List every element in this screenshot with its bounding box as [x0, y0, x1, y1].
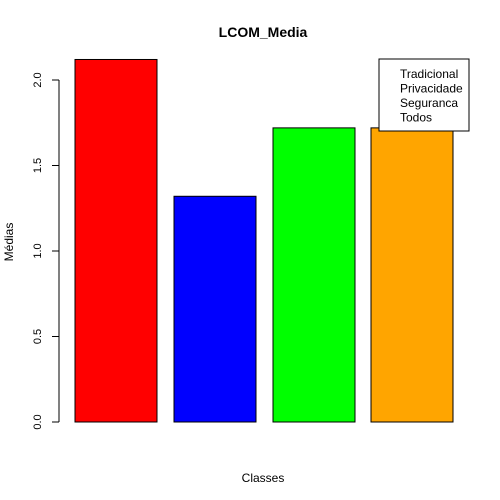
bars-group — [74, 58, 454, 423]
y-tick-label: 0.5 — [32, 329, 44, 344]
legend-item-seguranca: Seguranca — [400, 96, 458, 110]
legend-box — [378, 58, 470, 132]
y-axis-label: Médias — [2, 223, 16, 262]
y-tick-label: 1.5 — [32, 158, 44, 173]
y-axis-ticks: 0.0 0.5 1.0 1.5 2.0 — [32, 72, 59, 430]
bar-privacidade — [173, 195, 257, 423]
x-axis-label: Classes — [242, 471, 285, 485]
chart-title: LCOM_Media — [219, 24, 308, 40]
legend-item-privacidade: Privacidade — [400, 82, 463, 96]
y-tick-label: 0.0 — [32, 414, 44, 429]
bar-tradicional — [74, 58, 158, 423]
bar-todos — [370, 127, 454, 423]
y-tick-label: 1.0 — [32, 243, 44, 258]
y-tick-label: 2.0 — [32, 72, 44, 87]
bar-seguranca — [272, 127, 356, 423]
legend-item-todos: Todos — [400, 111, 432, 125]
legend-item-tradicional: Tradicional — [400, 67, 458, 81]
